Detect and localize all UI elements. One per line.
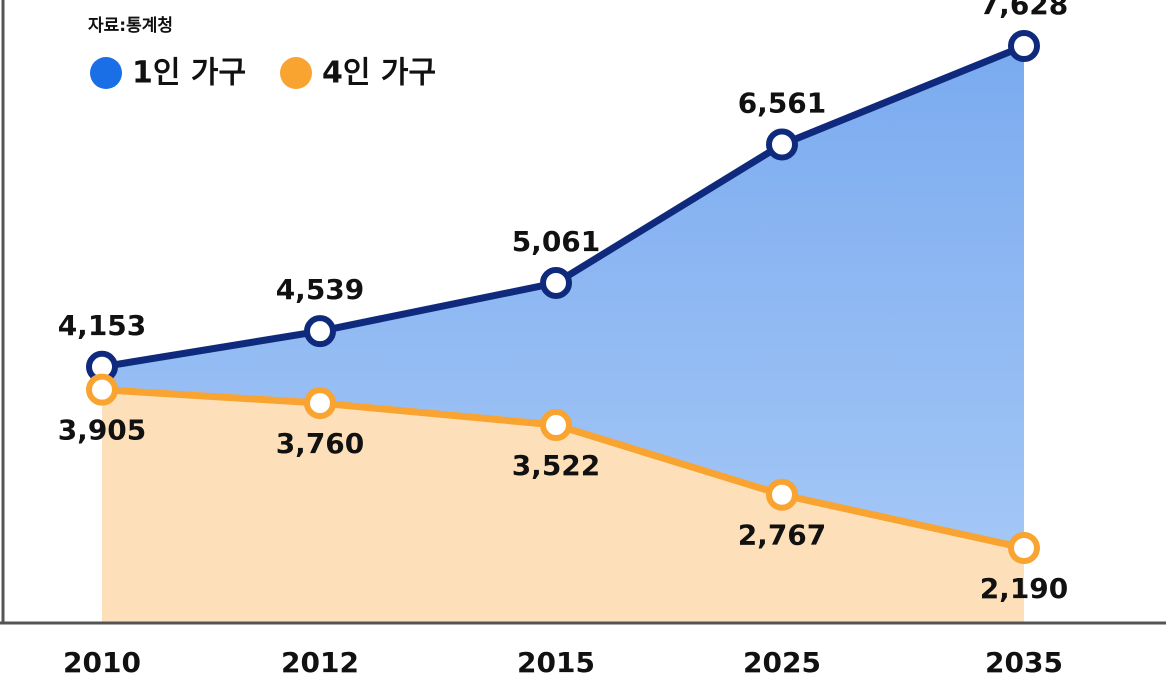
data-label: 3,905: [58, 414, 147, 447]
x-tick-label: 2015: [517, 646, 595, 677]
marker: [540, 266, 572, 299]
marker: [540, 409, 572, 442]
legend-label: 4인 가구: [322, 56, 436, 91]
data-label: 2,190: [980, 572, 1069, 605]
data-label: 6,561: [738, 86, 827, 119]
data-label: 4,539: [276, 273, 365, 306]
x-tick-label: 2012: [281, 646, 359, 677]
marker: [304, 315, 336, 348]
data-label: 3,522: [512, 449, 601, 482]
data-label: 3,760: [276, 427, 365, 460]
marker: [86, 373, 118, 406]
legend-swatch: [280, 57, 312, 89]
area: [102, 389, 1024, 622]
marker: [766, 478, 798, 511]
data-label: 4,153: [58, 309, 147, 342]
source: 자료:통계청: [88, 15, 173, 36]
data-label: 2,767: [738, 519, 827, 552]
areas: [102, 46, 1024, 622]
legend-swatch: [90, 57, 122, 89]
data-label: 5,061: [512, 225, 601, 258]
marker: [766, 128, 798, 161]
x-tick-label: 2010: [63, 646, 141, 677]
marker: [1008, 532, 1040, 564]
legend-label: 1인 가구: [132, 56, 246, 91]
marker: [1008, 30, 1040, 62]
x-tick-label: 2025: [743, 646, 821, 677]
x-tick-label: 2035: [985, 646, 1063, 677]
marker: [304, 387, 336, 420]
data-label: 7,628: [980, 0, 1069, 21]
